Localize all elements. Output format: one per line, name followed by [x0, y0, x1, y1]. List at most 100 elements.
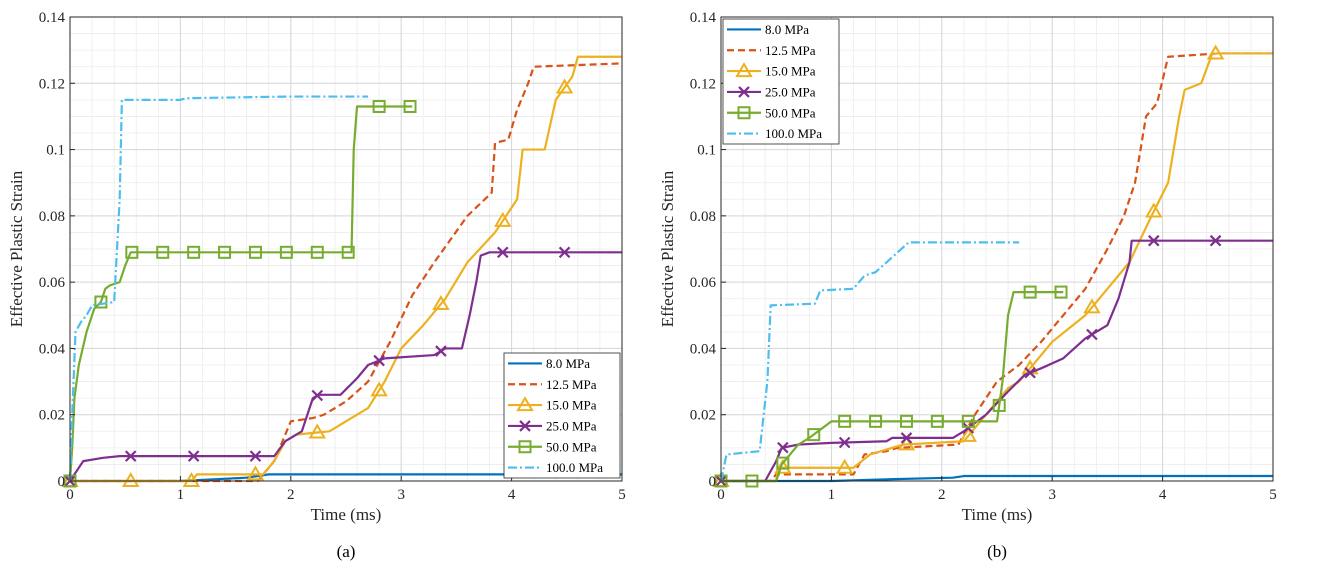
- legend-label: 100.0 MPa: [546, 460, 603, 475]
- series-marker: [1209, 234, 1222, 247]
- series-marker: [1023, 285, 1037, 299]
- y-tick-label: 0.02: [39, 408, 65, 424]
- x-tick-label: 0: [66, 487, 74, 503]
- y-tick-label: 0.1: [46, 143, 65, 159]
- y-tick-label: 0.02: [690, 408, 716, 424]
- series-marker: [897, 435, 916, 451]
- x-tick-label: 2: [287, 487, 295, 503]
- series-marker: [961, 414, 975, 428]
- series-25-0-mpa: [64, 246, 622, 487]
- figure-caption: (b): [987, 542, 1007, 561]
- series-marker: [900, 432, 913, 444]
- series-marker: [372, 99, 386, 113]
- legend-marker: [516, 396, 534, 412]
- x-tick-label: 5: [618, 487, 626, 503]
- y-tick-label: 0.06: [39, 275, 66, 291]
- axes-box: [69, 16, 623, 482]
- x-axis-label: Time (ms): [962, 505, 1033, 524]
- legend-label: 8.0 MPa: [546, 356, 590, 371]
- x-tick-label: 3: [397, 487, 405, 503]
- legend-item: 8.0 MPa: [508, 356, 590, 371]
- legend: 8.0 MPa 12.5 MPa 15.0 MPa 25.0 MPa 50.0 MPa 1…: [722, 18, 840, 145]
- series-marker: [370, 381, 388, 397]
- series-line: [721, 52, 1273, 483]
- legend-item: 8.0 MPa: [727, 22, 809, 37]
- x-tick-label: 1: [177, 487, 185, 503]
- series-marker: [1086, 328, 1098, 341]
- series-marker: [962, 422, 975, 434]
- series-marker: [555, 78, 574, 94]
- series-marker: [1024, 366, 1036, 379]
- series-marker: [777, 441, 789, 454]
- series-marker: [1145, 202, 1163, 218]
- legend-label: 8.0 MPa: [765, 22, 809, 37]
- series-15-0-mpa: [712, 44, 1273, 487]
- y-tick-label: 0: [709, 474, 717, 490]
- legend-label: 100.0 MPa: [765, 126, 822, 141]
- series-50-0-mpa: [714, 285, 1068, 488]
- series-marker: [838, 414, 852, 428]
- series-marker: [992, 398, 1006, 412]
- chart-b: 0 1 2 3 4 5 0 0.02 0.04 0.06 0.08 0.1 0.12 0.14 Time (…: [658, 10, 1277, 561]
- legend-box: [503, 352, 621, 479]
- y-tick-label: 0.08: [39, 209, 65, 225]
- legend-label: 50.0 MPa: [765, 105, 816, 120]
- legend-label: 12.5 MPa: [765, 43, 816, 58]
- legend-item: 100.0 MPa: [508, 460, 603, 475]
- legend-marker: [518, 440, 532, 454]
- legend-label: 15.0 MPa: [546, 398, 597, 413]
- x-tick-label: 5: [1269, 487, 1277, 503]
- series-marker: [835, 458, 854, 474]
- series-100-0-mpa: [68, 95, 369, 482]
- legend-label: 50.0 MPa: [546, 439, 597, 454]
- series-12-5-mpa: [70, 62, 623, 483]
- series-marker: [558, 246, 571, 259]
- series-marker: [125, 245, 139, 259]
- y-tick-label: 0.12: [690, 76, 716, 92]
- series-marker: [899, 414, 913, 428]
- series-marker: [774, 458, 792, 474]
- figure-caption: (a): [337, 542, 356, 561]
- x-tick-label: 1: [828, 487, 836, 503]
- legend-marker: [737, 106, 751, 120]
- series-marker: [310, 245, 324, 259]
- series-line: [721, 239, 1273, 483]
- series-marker: [930, 414, 944, 428]
- series-marker: [496, 246, 509, 259]
- legend-marker: [519, 420, 531, 432]
- series-marker: [959, 426, 978, 442]
- series-marker: [869, 414, 883, 428]
- legend-item: 12.5 MPa: [508, 377, 597, 392]
- legend-item: 15.0 MPa: [727, 62, 816, 79]
- y-axis-label: Effective Plastic Strain: [7, 170, 26, 327]
- y-tick-label: 0.04: [39, 341, 66, 357]
- series-marker: [249, 450, 262, 462]
- series-line: [70, 55, 622, 483]
- series-line: [68, 95, 369, 482]
- series-marker: [494, 211, 512, 227]
- series-marker: [1083, 298, 1101, 314]
- y-tick-label: 0.14: [39, 10, 66, 26]
- series-marker: [403, 99, 417, 113]
- series-marker: [121, 472, 140, 487]
- series-line: [70, 62, 623, 483]
- x-tick-label: 2: [938, 487, 946, 503]
- series-marker: [308, 423, 327, 439]
- series-marker: [807, 428, 821, 442]
- series-marker: [187, 450, 200, 462]
- legend-item: 50.0 MPa: [508, 439, 597, 454]
- series-marker: [341, 245, 355, 259]
- legend-marker: [738, 86, 750, 98]
- legend-label: 25.0 MPa: [546, 418, 597, 433]
- series-marker: [246, 465, 265, 481]
- legend-label: 12.5 MPa: [546, 377, 597, 392]
- series-marker: [248, 245, 262, 259]
- series-marker: [1054, 285, 1068, 299]
- series-marker: [156, 245, 170, 259]
- series-marker: [373, 354, 385, 367]
- series-marker: [218, 245, 232, 259]
- axes-box: [720, 16, 1274, 482]
- legend-label: 15.0 MPa: [765, 64, 816, 79]
- series-marker: [124, 450, 137, 462]
